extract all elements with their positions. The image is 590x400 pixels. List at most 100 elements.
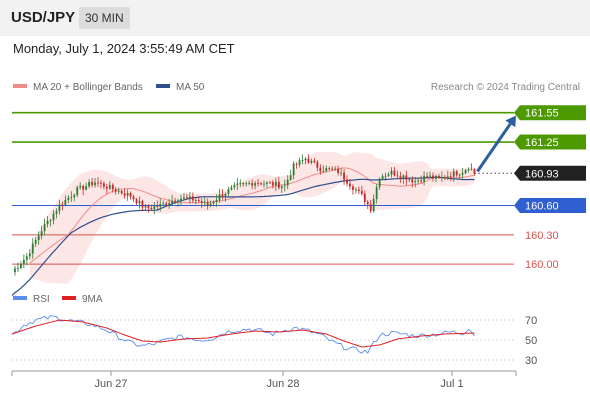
- candle: [165, 203, 168, 206]
- candle: [464, 170, 467, 174]
- candle: [17, 268, 19, 269]
- candle: [102, 183, 105, 187]
- candle: [378, 178, 381, 188]
- candle: [307, 158, 310, 163]
- candle: [437, 175, 440, 178]
- candle: [64, 199, 67, 205]
- candle: [14, 268, 16, 273]
- candle: [372, 199, 375, 212]
- candle: [236, 183, 239, 185]
- candle: [168, 203, 171, 206]
- candle: [61, 204, 64, 206]
- candle: [387, 174, 390, 176]
- timeframe-button[interactable]: 30 MIN: [79, 7, 130, 29]
- candle: [343, 172, 345, 180]
- candle: [369, 204, 372, 212]
- candle: [117, 190, 120, 192]
- candle: [43, 224, 46, 232]
- candle: [375, 187, 378, 200]
- candle: [289, 175, 292, 180]
- candle: [423, 175, 426, 182]
- level-label-161.25: 161.25: [525, 137, 559, 149]
- candle: [218, 194, 221, 200]
- candle: [123, 193, 126, 196]
- candle: [58, 204, 61, 212]
- candle: [443, 177, 446, 179]
- candle: [473, 169, 476, 174]
- candle: [40, 231, 43, 236]
- candle: [470, 169, 473, 171]
- candle: [126, 193, 129, 196]
- candle: [34, 240, 37, 244]
- level-label-160.00: 160.00: [525, 259, 559, 271]
- candle: [274, 181, 277, 186]
- chart-header: USD/JPY 30 MIN: [0, 0, 590, 36]
- candle: [100, 182, 102, 184]
- candle: [257, 183, 259, 185]
- candle: [120, 190, 123, 194]
- candle: [452, 171, 455, 177]
- candle: [402, 175, 405, 179]
- candle: [384, 175, 387, 177]
- candle: [49, 220, 52, 222]
- bollinger-legend-label: MA 20 + Bollinger Bands: [33, 82, 143, 93]
- level-badge-161.55: [514, 105, 586, 121]
- candle: [322, 170, 325, 172]
- candle: [159, 204, 162, 207]
- candle: [325, 168, 328, 171]
- candle: [194, 200, 197, 201]
- rsi-legend-swatch: [13, 296, 27, 300]
- bollinger-band: [29, 151, 475, 284]
- candle: [191, 196, 194, 201]
- candle: [129, 193, 132, 197]
- candle: [200, 201, 203, 203]
- rsi-ma-legend-label: 9MA: [82, 294, 103, 305]
- candle: [221, 194, 224, 197]
- candle: [449, 176, 452, 178]
- candle: [108, 184, 111, 189]
- x-tick-label: Jun 28: [266, 378, 299, 390]
- candle: [171, 200, 174, 204]
- candle: [432, 175, 434, 179]
- candle: [354, 189, 357, 191]
- level-label-161.55: 161.55: [525, 108, 559, 120]
- candle: [25, 256, 28, 260]
- candle: [19, 264, 22, 269]
- candle: [328, 168, 331, 170]
- candle: [405, 175, 408, 180]
- level-badge-161.25: [514, 134, 586, 150]
- symbol-label: USD/JPY: [11, 9, 76, 26]
- candle: [263, 183, 265, 185]
- level-label-160.30: 160.30: [525, 230, 559, 242]
- candle: [141, 200, 144, 208]
- candle: [269, 182, 271, 184]
- candle: [458, 174, 461, 176]
- candle: [239, 183, 242, 185]
- candle: [426, 175, 428, 177]
- candle: [203, 202, 206, 203]
- candle: [408, 179, 411, 181]
- candle: [414, 181, 417, 183]
- ma50-legend-label: MA 50: [176, 82, 205, 93]
- candle: [144, 206, 147, 208]
- candle: [147, 206, 150, 209]
- candle: [446, 176, 449, 179]
- candle: [156, 206, 159, 208]
- candle: [105, 186, 108, 189]
- candle: [310, 160, 313, 163]
- candle: [271, 182, 274, 186]
- candle: [360, 190, 363, 194]
- candle: [233, 184, 236, 188]
- candle: [242, 183, 245, 185]
- ma20-line: [29, 167, 475, 264]
- candle: [132, 196, 135, 200]
- rsi-tick-30: 30: [525, 355, 537, 367]
- candle: [295, 163, 298, 165]
- candle: [266, 182, 268, 184]
- candle: [73, 195, 76, 198]
- candle: [334, 168, 337, 170]
- candle: [22, 259, 25, 265]
- candle: [420, 180, 423, 182]
- rsi-ma-line: [11, 319, 475, 348]
